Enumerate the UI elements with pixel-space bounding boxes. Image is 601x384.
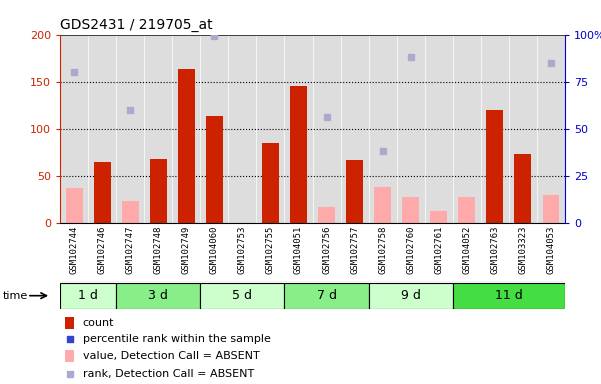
Text: GSM102755: GSM102755 xyxy=(266,226,275,274)
Text: GSM102760: GSM102760 xyxy=(406,226,415,274)
Bar xyxy=(453,283,565,309)
Text: GSM102747: GSM102747 xyxy=(126,226,135,274)
Text: GDS2431 / 219705_at: GDS2431 / 219705_at xyxy=(60,18,213,32)
Bar xyxy=(65,350,75,362)
Text: GSM102749: GSM102749 xyxy=(182,226,191,274)
Text: GSM102763: GSM102763 xyxy=(490,226,499,274)
Text: GSM102761: GSM102761 xyxy=(435,226,443,274)
Text: GSM103323: GSM103323 xyxy=(519,226,527,274)
Text: rank, Detection Call = ABSENT: rank, Detection Call = ABSENT xyxy=(83,369,254,379)
Text: 5 d: 5 d xyxy=(233,289,252,302)
Text: GSM104052: GSM104052 xyxy=(462,226,471,274)
Bar xyxy=(514,154,531,223)
Bar xyxy=(122,201,139,223)
Text: time: time xyxy=(3,291,28,301)
Bar xyxy=(368,283,453,309)
Bar xyxy=(284,283,368,309)
Text: percentile rank within the sample: percentile rank within the sample xyxy=(83,334,270,344)
Bar xyxy=(374,187,391,223)
Bar xyxy=(65,316,75,329)
Bar xyxy=(178,70,195,223)
Text: 3 d: 3 d xyxy=(148,289,168,302)
Text: GSM102744: GSM102744 xyxy=(70,226,79,274)
Bar xyxy=(430,212,447,223)
Text: count: count xyxy=(83,318,114,328)
Bar xyxy=(206,190,223,223)
Text: 7 d: 7 d xyxy=(317,289,337,302)
Text: GSM102746: GSM102746 xyxy=(98,226,106,274)
Bar xyxy=(402,197,419,223)
Text: GSM104060: GSM104060 xyxy=(210,226,219,274)
Bar xyxy=(66,188,82,223)
Bar xyxy=(116,283,200,309)
Text: GSM102757: GSM102757 xyxy=(350,226,359,274)
Text: GSM102758: GSM102758 xyxy=(378,226,387,274)
Text: GSM102756: GSM102756 xyxy=(322,226,331,274)
Bar xyxy=(318,207,335,223)
Bar xyxy=(543,195,560,223)
Bar xyxy=(206,116,223,223)
Text: 1 d: 1 d xyxy=(78,289,98,302)
Bar xyxy=(200,283,284,309)
Text: GSM102748: GSM102748 xyxy=(154,226,163,274)
Text: value, Detection Call = ABSENT: value, Detection Call = ABSENT xyxy=(83,351,260,361)
Text: 11 d: 11 d xyxy=(495,289,523,302)
Text: 9 d: 9 d xyxy=(401,289,421,302)
Text: GSM104053: GSM104053 xyxy=(546,226,555,274)
Text: GSM104051: GSM104051 xyxy=(294,226,303,274)
Bar xyxy=(60,283,116,309)
Bar xyxy=(94,162,111,223)
Bar xyxy=(459,197,475,223)
Bar xyxy=(346,160,363,223)
Bar xyxy=(150,159,166,223)
Bar xyxy=(290,86,307,223)
Text: GSM102753: GSM102753 xyxy=(238,226,247,274)
Bar xyxy=(486,110,503,223)
Bar xyxy=(262,143,279,223)
